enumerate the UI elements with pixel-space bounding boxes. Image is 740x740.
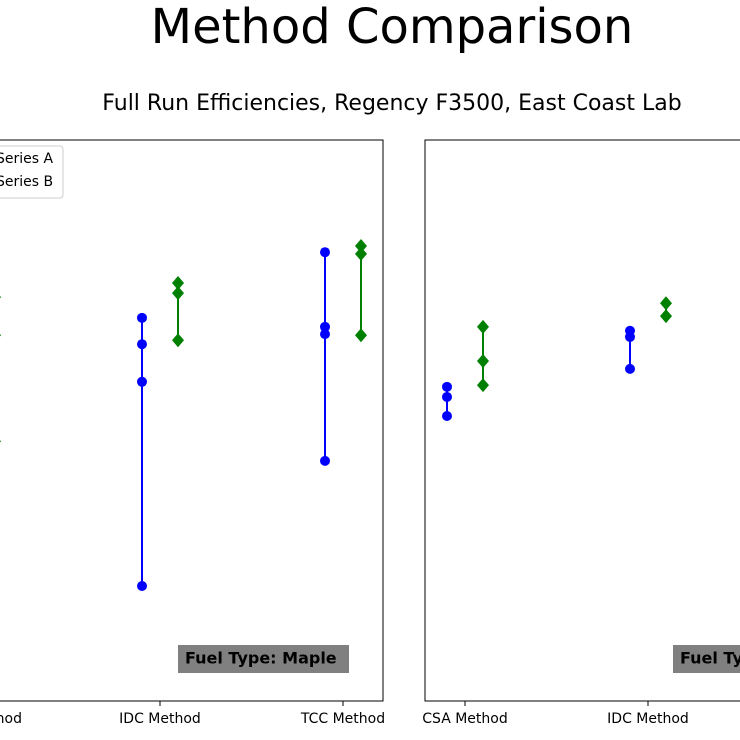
point [320,329,330,340]
point [137,312,147,323]
x-tick-label: IDC Method [119,711,201,727]
annotation: Fuel Type: Maple [185,649,337,668]
point [442,381,452,392]
plot-frame [424,139,740,702]
point [660,309,672,324]
point [172,333,184,348]
point [320,455,330,466]
point [660,296,672,311]
point [137,580,147,591]
annotation-box [178,645,349,673]
x-tick-label: CSA Method [422,711,507,727]
annotation: Fuel Ty [680,649,740,668]
point [137,339,147,350]
point [442,391,452,402]
legend-label: Series A [0,151,54,167]
point [320,247,330,258]
point [172,286,184,301]
chart-title: Method Comparison [151,0,634,55]
point [442,411,452,422]
point [477,319,489,334]
annotation-box [673,645,740,673]
x-tick-label: TCC Method [300,711,385,727]
point [137,376,147,387]
point [355,328,367,343]
point [0,440,1,443]
chart-subtitle: Full Run Efficiencies, Regency F3500, Ea… [102,91,681,116]
point [0,334,1,337]
point [477,378,489,393]
point [355,246,367,261]
legend-label: Series B [0,174,53,190]
point [320,321,330,332]
x-tick-label: hod [0,711,22,727]
point [172,276,184,291]
legend-box [0,145,64,199]
point [477,354,489,369]
point [625,363,635,374]
x-tick-label: IDC Method [607,711,689,727]
point [355,239,367,254]
point [0,295,1,299]
point [625,331,635,342]
